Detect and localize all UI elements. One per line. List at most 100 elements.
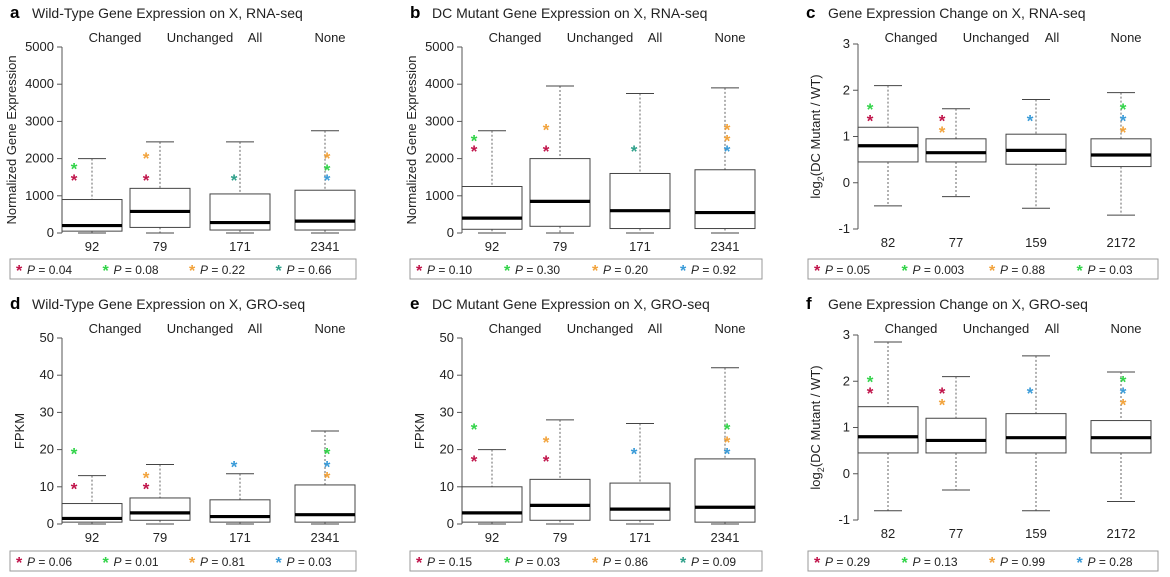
significance-star-icon: *	[231, 457, 238, 476]
box-plot-none: ***2172	[1090, 371, 1152, 541]
pvalue-symbol: P	[603, 555, 611, 569]
sample-count-label: 92	[85, 530, 99, 545]
y-tick-label: 40	[440, 367, 454, 382]
pvalue-star-icon: *	[902, 263, 909, 280]
sample-count-label: 171	[629, 239, 651, 254]
pvalue-star-icon: *	[276, 555, 283, 572]
sample-count-label: 2172	[1107, 235, 1136, 250]
pvalue-symbol: P	[515, 263, 523, 277]
box	[1005, 413, 1067, 454]
significance-star-icon: *	[867, 384, 874, 403]
y-axis-label-rest: (DC Mutant / WT)	[808, 74, 823, 176]
pvalue-legend: * P = 0.05 * P = 0.003 * P = 0.88 * P = 0.03	[807, 258, 1159, 280]
box-plot-unchanged: **79	[129, 463, 191, 545]
significance-star-icon: *	[724, 132, 731, 151]
box-plot-changed: **92	[61, 444, 123, 545]
significance-star-icon: *	[143, 480, 150, 499]
y-tick-label: 20	[40, 442, 54, 457]
box	[461, 186, 523, 230]
pvalue-symbol: P	[427, 263, 435, 277]
y-tick-label: 2000	[25, 151, 54, 166]
pvalue-symbol: P	[27, 555, 35, 569]
category-label: All	[248, 30, 263, 45]
panel-d: d Wild-Type Gene Expression on X, GRO-seq…	[9, 294, 357, 572]
y-tick-label: 50	[40, 330, 54, 345]
pvalue-legend-frame	[409, 550, 763, 572]
pvalue-star-icon: *	[592, 263, 599, 280]
significance-star-icon: *	[143, 149, 150, 168]
sample-count-label: 171	[229, 530, 251, 545]
box	[129, 497, 191, 521]
category-label: None	[1110, 30, 1141, 45]
sample-count-label: 171	[629, 530, 651, 545]
significance-star-icon: *	[939, 395, 946, 414]
significance-star-icon: *	[1120, 111, 1127, 130]
box	[925, 417, 987, 454]
box	[129, 187, 191, 228]
box-plot-changed: **92	[461, 420, 523, 545]
y-axis-label: log2(DC Mutant / WT)	[808, 74, 826, 198]
pvalue-text: P = 0.06	[27, 555, 72, 569]
y-tick-label: -1	[838, 221, 850, 236]
y-tick-label: 30	[40, 404, 54, 419]
box	[694, 458, 756, 523]
pvalue-text: P = 0.22	[200, 263, 245, 277]
box-plot-all: * 159	[1005, 355, 1067, 541]
panel-b: b DC Mutant Gene Expression on X, RNA-seq…	[404, 3, 763, 280]
pvalue-value: = 0.04	[35, 263, 72, 277]
significance-star-icon: *	[1120, 123, 1127, 142]
y-axis-label: FPKM	[12, 413, 27, 449]
pvalue-value: = 0.13	[921, 555, 958, 569]
pvalue-value: = 0.66	[295, 263, 332, 277]
significance-star-icon: *	[724, 433, 731, 452]
pvalue-text: P = 0.15	[427, 555, 472, 569]
sample-count-label: 79	[553, 530, 567, 545]
pvalue-symbol: P	[114, 263, 122, 277]
box-plot-all: * 171	[209, 141, 271, 254]
pvalue-legend: * P = 0.29 * P = 0.13 * P = 0.99 * P = 0.28	[807, 550, 1159, 572]
category-label: Changed	[885, 321, 938, 336]
panel-title: Wild-Type Gene Expression on X, RNA-seq	[32, 5, 303, 21]
significance-star-icon: *	[724, 142, 731, 161]
sample-count-label: 82	[881, 526, 895, 541]
box-plot-none: ***2341	[294, 130, 356, 254]
category-label: Changed	[489, 321, 542, 336]
sample-count-label: 159	[1025, 235, 1047, 250]
pvalue-legend-frame	[9, 258, 357, 280]
y-tick-label: 0	[843, 466, 850, 481]
box	[529, 478, 591, 521]
pvalue-symbol: P	[825, 555, 833, 569]
box-plot-all: * 171	[209, 457, 271, 545]
significance-star-icon: *	[71, 444, 78, 463]
pvalue-text: P = 0.92	[691, 263, 736, 277]
pvalue-legend: * P = 0.15 * P = 0.03 * P = 0.86 * P = 0.09	[409, 550, 763, 572]
pvalue-star-icon: *	[416, 263, 423, 280]
box	[209, 193, 271, 231]
box-plot-unchanged: ** 77	[925, 376, 987, 541]
sample-count-label: 92	[485, 530, 499, 545]
y-tick-label: 0	[47, 225, 54, 240]
box	[294, 484, 356, 523]
pvalue-star-icon: *	[680, 263, 687, 280]
box-plot-all: * 159	[1005, 99, 1067, 250]
pvalue-star-icon: *	[1077, 555, 1084, 572]
significance-star-icon: *	[724, 121, 731, 140]
box-plot-unchanged: **79	[529, 85, 591, 254]
panel-letter: d	[10, 294, 20, 313]
pvalue-symbol: P	[114, 555, 122, 569]
box-plot-none: ***2341	[694, 87, 756, 254]
box	[1090, 138, 1152, 168]
y-tick-label: 1000	[425, 188, 454, 203]
box-plot-changed: ** 82	[857, 341, 919, 541]
pvalue-text: P = 0.29	[825, 555, 870, 569]
pvalue-value: = 0.15	[435, 555, 472, 569]
y-axis-label-prefix: log	[808, 472, 823, 489]
box	[609, 482, 671, 521]
pvalue-symbol: P	[1000, 263, 1008, 277]
category-label: None	[314, 321, 345, 336]
box	[925, 138, 987, 163]
y-tick-label: 5000	[25, 39, 54, 54]
box	[694, 169, 756, 230]
box-plot-changed: **92	[461, 130, 523, 254]
pvalue-text: P = 0.88	[1000, 263, 1045, 277]
